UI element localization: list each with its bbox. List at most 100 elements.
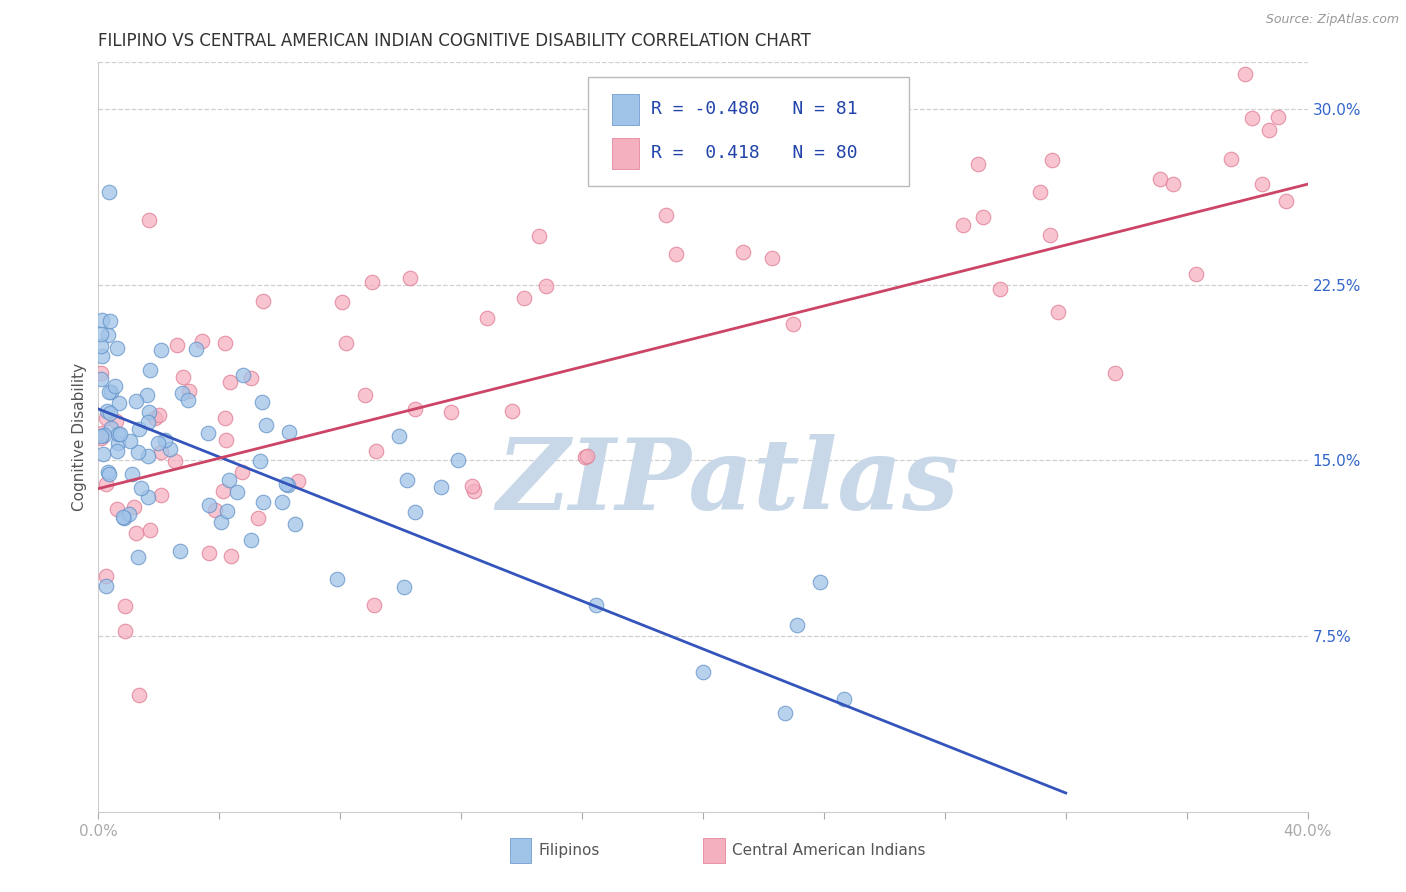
Point bbox=[1039, 228, 1062, 243]
Point bbox=[198, 546, 221, 560]
Point bbox=[1267, 110, 1289, 124]
Point bbox=[172, 370, 194, 384]
Point bbox=[96, 404, 118, 418]
Point bbox=[217, 504, 239, 518]
Text: R = -0.480   N = 81: R = -0.480 N = 81 bbox=[651, 101, 858, 119]
Point bbox=[513, 292, 536, 306]
Point bbox=[215, 433, 238, 447]
Point bbox=[463, 483, 485, 498]
Point bbox=[100, 420, 122, 434]
Point bbox=[108, 427, 131, 442]
Point bbox=[136, 415, 159, 429]
Point bbox=[330, 295, 353, 310]
Point bbox=[254, 417, 277, 432]
FancyBboxPatch shape bbox=[588, 78, 908, 186]
Point bbox=[128, 422, 150, 436]
Point bbox=[197, 425, 219, 440]
Point bbox=[388, 428, 411, 442]
Point bbox=[461, 479, 484, 493]
Point bbox=[252, 494, 274, 508]
Point bbox=[105, 341, 128, 355]
Point bbox=[93, 428, 115, 442]
Point bbox=[501, 403, 523, 417]
Point bbox=[90, 429, 112, 443]
Point bbox=[404, 505, 426, 519]
Point bbox=[98, 406, 121, 420]
Point bbox=[775, 706, 797, 720]
Point bbox=[287, 475, 309, 489]
Text: ZIPatlas: ZIPatlas bbox=[496, 434, 959, 530]
Point bbox=[118, 434, 141, 448]
Point bbox=[270, 494, 292, 508]
Point bbox=[399, 271, 422, 285]
Point bbox=[122, 500, 145, 515]
Point bbox=[177, 393, 200, 408]
Text: R =  0.418   N = 80: R = 0.418 N = 80 bbox=[651, 145, 858, 162]
Point bbox=[284, 517, 307, 532]
Point bbox=[1104, 366, 1126, 380]
Point bbox=[139, 363, 162, 377]
Point bbox=[252, 293, 274, 308]
Point bbox=[361, 275, 384, 289]
Point bbox=[93, 447, 115, 461]
Point bbox=[1047, 305, 1070, 319]
Point bbox=[179, 384, 201, 399]
Point bbox=[278, 425, 301, 439]
FancyBboxPatch shape bbox=[509, 838, 531, 863]
Point bbox=[114, 624, 136, 639]
Point bbox=[277, 478, 299, 492]
Point bbox=[112, 509, 135, 524]
Point bbox=[91, 425, 114, 440]
Point bbox=[107, 426, 129, 441]
Point bbox=[91, 313, 114, 327]
Point bbox=[138, 213, 160, 227]
Point bbox=[665, 246, 688, 260]
Point bbox=[143, 410, 166, 425]
Point bbox=[98, 185, 121, 199]
Point bbox=[150, 343, 173, 358]
Point bbox=[221, 549, 243, 563]
Point bbox=[90, 327, 112, 342]
Point bbox=[534, 278, 557, 293]
Point bbox=[574, 450, 596, 464]
Point bbox=[214, 335, 236, 350]
Point bbox=[138, 490, 160, 504]
Point bbox=[354, 388, 377, 402]
Point bbox=[105, 501, 128, 516]
Point bbox=[90, 372, 112, 386]
Point bbox=[124, 394, 146, 409]
Point bbox=[90, 339, 112, 353]
Text: Filipinos: Filipinos bbox=[538, 843, 600, 858]
Point bbox=[131, 481, 153, 495]
Point bbox=[98, 314, 121, 328]
Point bbox=[94, 579, 117, 593]
Point bbox=[136, 388, 159, 402]
Point bbox=[226, 485, 249, 500]
Point bbox=[139, 523, 162, 537]
Point bbox=[396, 473, 419, 487]
Point bbox=[94, 476, 117, 491]
Point bbox=[105, 414, 128, 428]
Point bbox=[172, 386, 194, 401]
Point bbox=[1233, 67, 1256, 81]
Point bbox=[1040, 153, 1063, 167]
Point bbox=[240, 371, 263, 385]
Point bbox=[218, 473, 240, 487]
Point bbox=[967, 156, 990, 170]
Point bbox=[326, 572, 349, 586]
Point bbox=[128, 688, 150, 702]
Point bbox=[446, 453, 468, 467]
Point bbox=[90, 349, 112, 363]
Point bbox=[94, 410, 117, 425]
Point bbox=[1029, 185, 1052, 199]
Point bbox=[198, 499, 221, 513]
Point bbox=[249, 454, 271, 468]
Point bbox=[364, 444, 387, 458]
Point bbox=[209, 516, 232, 530]
Point bbox=[529, 228, 551, 243]
Point bbox=[782, 317, 804, 331]
Point bbox=[121, 467, 143, 481]
Point bbox=[1219, 153, 1241, 167]
Point bbox=[276, 476, 298, 491]
Y-axis label: Cognitive Disability: Cognitive Disability bbox=[72, 363, 87, 511]
